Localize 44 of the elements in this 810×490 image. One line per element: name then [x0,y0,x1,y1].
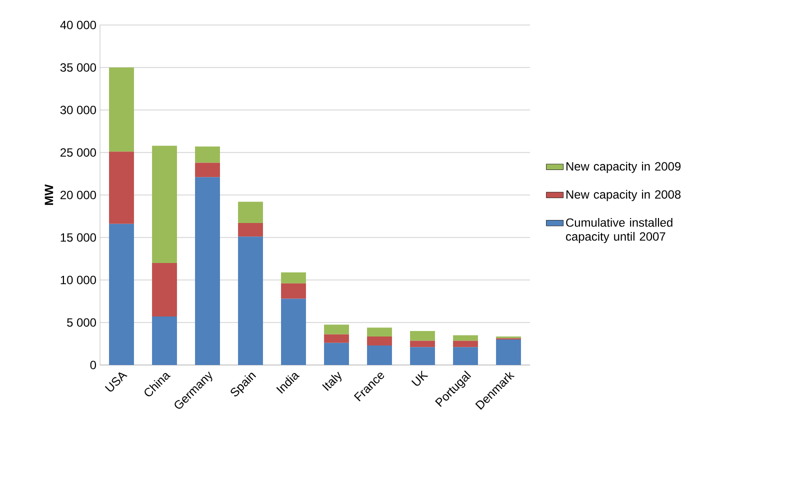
y-tick-label: 30 000 [60,106,96,114]
bar [195,162,220,178]
bar [410,347,435,365]
legend-label: New capacity in 2008 [566,190,681,202]
y-tick-label: 25 000 [60,148,96,157]
bar [152,263,177,317]
y-tick-label: 20 000 [60,190,96,200]
bar [367,345,392,365]
y-tick-label: 40 000 [60,20,96,30]
bar [367,328,392,337]
bar [324,334,349,343]
bar [109,67,134,152]
bar [195,177,220,365]
bar [238,223,263,237]
y-tick-label: 15 000 [60,233,96,242]
bar [109,152,134,224]
y-tick-label: 35 000 [60,63,96,72]
x-tick-label: Italy [322,372,342,391]
bar [453,335,478,341]
bar [152,146,177,263]
bar [410,340,435,348]
bar [195,146,220,163]
x-tick-label: USA [104,372,128,392]
bar [281,283,306,299]
x-tick-label: UK [411,370,428,386]
bar [453,347,478,365]
bar [152,316,177,365]
bar [453,340,478,348]
bar [324,324,349,334]
y-axis-title: MW [44,184,54,205]
bar [238,236,263,365]
bar [410,331,435,341]
y-tick-label: 10 000 [60,276,96,284]
y-tick-label: 5 000 [67,318,96,327]
bar [367,336,392,346]
bar [109,224,134,365]
bar [238,202,263,224]
bar [281,298,306,365]
bar [281,272,306,284]
bar [324,342,349,365]
legend-label: New capacity in 2009 [566,162,681,173]
bar [496,340,521,365]
legend-label: Cumulative installed capacity until 2007 [566,218,672,244]
y-tick-label: 0 [90,360,96,370]
